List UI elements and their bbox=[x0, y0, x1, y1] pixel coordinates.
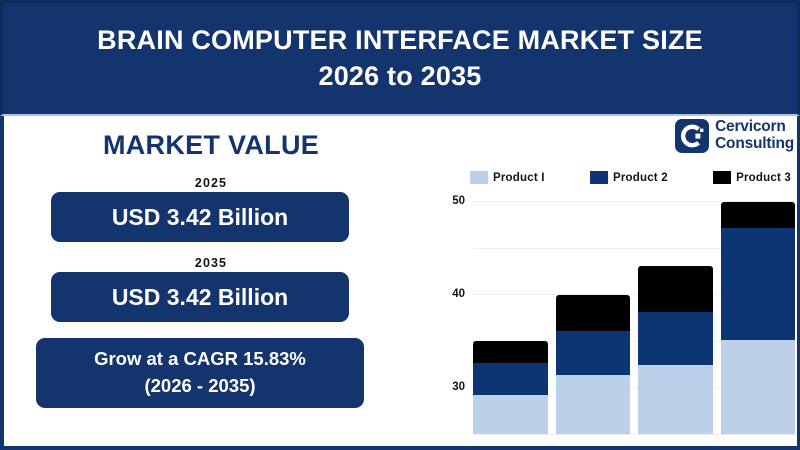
brand-name-line-2: Consulting bbox=[715, 135, 794, 152]
brand-logo: Cervicorn Consulting bbox=[675, 119, 794, 153]
legend-label: Product 2 bbox=[612, 171, 668, 184]
market-value-text-2025: USD 3.42 Billion bbox=[111, 203, 289, 230]
year-label-2025: 2025 bbox=[194, 176, 228, 190]
chart-bar-segment[interactable] bbox=[638, 266, 713, 313]
cagr-text: Grow at a CAGR 15.83% bbox=[94, 348, 306, 370]
chart-legend: Product I Product 2 Product 3 bbox=[470, 171, 795, 184]
chart-gridline: 10 bbox=[473, 387, 795, 389]
chart-gridline: 50 bbox=[452, 195, 795, 207]
brand-logo-text: Cervicorn Consulting bbox=[715, 119, 794, 152]
chart-bar-segment[interactable] bbox=[473, 362, 548, 396]
brand-name-line-1: Cervicorn bbox=[715, 118, 786, 136]
market-value-box-2025: USD 3.42 Billion bbox=[51, 192, 349, 242]
market-value-text-2035: USD 3.42 Billion bbox=[111, 283, 289, 310]
year-label-2035: 2035 bbox=[194, 256, 228, 270]
chart-gridline: 30 bbox=[452, 294, 795, 393]
cagr-box: Grow at a CAGR 15.83% (2026 - 2035) bbox=[36, 338, 364, 408]
panel-title: MARKET VALUE bbox=[102, 130, 320, 160]
y-axis-tick-label: 30 bbox=[452, 381, 465, 394]
legend-swatch-icon bbox=[589, 171, 608, 184]
y-axis-tick-label: 40 bbox=[452, 288, 465, 301]
chart-bar-segment[interactable] bbox=[555, 375, 630, 434]
cagr-period-text: (2026 - 2035) bbox=[144, 375, 256, 396]
chart-gridline: 40 bbox=[452, 247, 795, 300]
chart-bar-segment[interactable] bbox=[720, 227, 795, 340]
y-axis-tick-label: 50 bbox=[452, 195, 465, 207]
chart-plot-area: 0 10 20 30 40 50 bbox=[452, 195, 795, 435]
chart-bar-segment[interactable] bbox=[473, 395, 548, 434]
market-value-panel: MARKET VALUE 2025 USD 3.42 Billion 2035 … bbox=[14, 120, 414, 446]
chart-bar-segment[interactable] bbox=[555, 295, 630, 331]
chart-gridline: 20 bbox=[473, 340, 795, 342]
chart-gridline: 0 bbox=[473, 434, 795, 435]
legend-swatch-icon bbox=[713, 171, 732, 184]
chart-bar-segment[interactable] bbox=[473, 340, 548, 363]
chart-bar[interactable] bbox=[720, 202, 795, 434]
legend-swatch-icon bbox=[470, 171, 488, 184]
chart-bar-segment[interactable] bbox=[720, 202, 795, 228]
legend-label: Product I bbox=[493, 171, 545, 184]
chart-bar[interactable] bbox=[555, 295, 630, 434]
header-title-line-1: BRAIN COMPUTER INTERFACE MARKET SIZE bbox=[97, 25, 703, 56]
market-value-box-2035: USD 3.42 Billion bbox=[51, 272, 349, 322]
chart-bar[interactable] bbox=[473, 340, 548, 434]
stacked-bar-chart: Product I Product 2 Product 3 0 10 20 30 40 50 bbox=[425, 168, 795, 446]
legend-item[interactable]: Product 2 bbox=[589, 171, 668, 184]
legend-item[interactable]: Product I bbox=[470, 171, 545, 184]
header-banner: BRAIN COMPUTER INTERFACE MARKET SIZE 202… bbox=[0, 0, 800, 116]
legend-item[interactable]: Product 3 bbox=[713, 171, 791, 184]
cervicorn-c-mark-icon bbox=[675, 119, 710, 153]
chart-bar[interactable] bbox=[638, 266, 713, 434]
chart-bar-segment[interactable] bbox=[638, 312, 713, 366]
chart-bar-segment[interactable] bbox=[555, 330, 630, 376]
chart-bar-segment[interactable] bbox=[720, 339, 795, 434]
chart-bar-segment[interactable] bbox=[638, 365, 713, 434]
legend-label: Product 3 bbox=[736, 171, 791, 184]
header-title-line-2: 2026 to 2035 bbox=[318, 60, 482, 91]
